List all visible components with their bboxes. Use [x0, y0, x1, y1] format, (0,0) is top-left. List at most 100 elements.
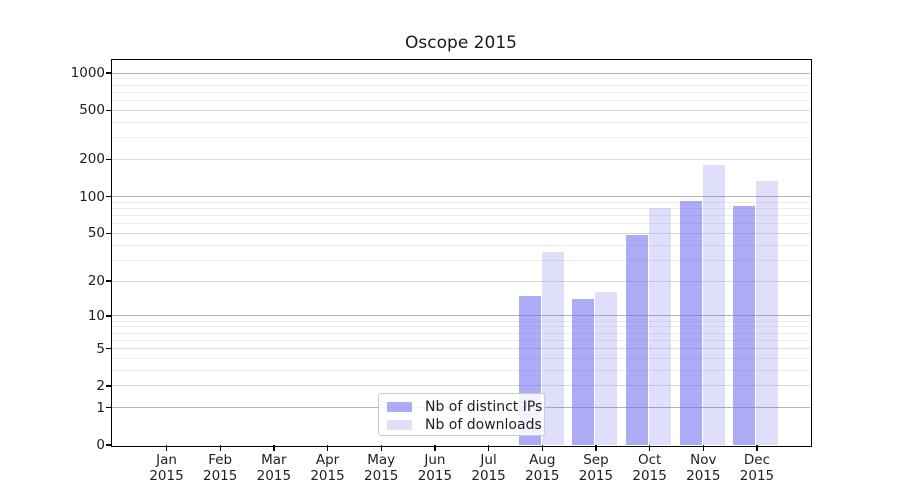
x-tick-year: 2015 [310, 468, 345, 484]
gridline-decade [112, 196, 810, 198]
legend-label-downloads: Nb of downloads [425, 417, 542, 433]
x-tick-year: 2015 [364, 468, 399, 484]
y-tick-label: 200 [79, 151, 105, 168]
bar-distinct-ips-dec [733, 205, 756, 445]
x-tick-label: Oct 2015 [622, 452, 678, 484]
gridline-minor [112, 326, 810, 328]
bar-downloads-aug [541, 252, 564, 445]
bar-distinct-ips-nov [679, 200, 702, 445]
x-tick [541, 445, 543, 451]
y-tick-label: 10 [87, 307, 105, 324]
x-tick-label: Sep 2015 [568, 452, 624, 484]
legend: Nb of distinct IPs Nb of downloads [378, 393, 545, 436]
x-tick [756, 445, 758, 451]
gridline-minor [112, 99, 810, 101]
y-tick [106, 385, 112, 387]
x-tick [165, 445, 168, 451]
x-tick-year: 2015 [149, 468, 184, 484]
x-tick [326, 445, 329, 451]
x-tick-month: Mar [261, 452, 287, 468]
gridline-major [112, 232, 810, 234]
x-tick-year: 2015 [686, 468, 721, 484]
gridline-minor [112, 201, 810, 203]
gridline-minor [112, 137, 810, 139]
x-tick-year: 2015 [256, 468, 292, 484]
x-tick-year: 2015 [417, 468, 453, 484]
y-tick-label: 50 [87, 225, 105, 242]
x-tick-month: Jul [480, 452, 497, 468]
y-tick [106, 280, 112, 282]
bar-distinct-ips-sep [572, 299, 595, 445]
gridline-minor [112, 78, 810, 80]
gridline-minor [112, 332, 810, 334]
gridline-minor [112, 320, 810, 322]
gridline-major [112, 348, 810, 350]
x-tick [380, 445, 382, 451]
y-tick [106, 109, 112, 111]
y-tick-label: 5 [96, 340, 105, 357]
x-tick [595, 445, 597, 451]
y-tick-label: 1 [96, 399, 105, 416]
gridline-major [112, 158, 810, 160]
bar-downloads-sep [595, 292, 618, 445]
legend-swatch-downloads-icon [387, 420, 412, 430]
gridline-minor [112, 223, 810, 225]
y-tick-label: 0 [96, 437, 105, 453]
gridline-minor [112, 244, 810, 246]
y-tick-label: 1000 [70, 65, 105, 82]
gridline-major [112, 385, 810, 387]
y-tick-label: 100 [79, 188, 105, 205]
y-tick [106, 347, 112, 350]
plot-area [112, 60, 810, 445]
x-tick-month: Oct [637, 452, 662, 468]
y-tick [106, 315, 112, 317]
x-tick-month: Sep [583, 452, 609, 468]
x-tick-label: Feb 2015 [192, 452, 248, 484]
x-tick-month: May [367, 452, 396, 468]
x-tick-year: 2015 [632, 468, 667, 484]
y-tick-label: 2 [96, 377, 105, 394]
x-tick-label: Aug 2015 [514, 452, 570, 484]
x-tick-label: Jun 2015 [407, 452, 463, 484]
x-tick [219, 445, 221, 451]
x-tick [273, 445, 275, 451]
x-tick-label: Jul 2015 [461, 452, 517, 484]
gridline-decade [112, 315, 810, 317]
x-tick [649, 445, 651, 451]
gridline-minor [112, 357, 810, 359]
bar-downloads-oct [649, 208, 672, 445]
bar-downloads-nov [702, 165, 725, 445]
y-tick [106, 72, 112, 74]
x-tick-month: Nov [690, 452, 717, 468]
bars-layer [112, 60, 810, 445]
x-tick-year: 2015 [739, 468, 775, 484]
gridline-minor [112, 214, 810, 216]
gridline-minor [112, 121, 810, 123]
gridline-decade [112, 72, 810, 74]
x-tick-month: Jun [424, 452, 446, 468]
x-tick-month: Apr [315, 452, 340, 468]
gridline-minor [112, 207, 810, 209]
x-tick [487, 445, 490, 451]
gridline-minor [112, 369, 810, 371]
x-tick-month: Jan [156, 452, 177, 468]
y-tick [106, 158, 112, 161]
legend-swatch-distinct-ips-icon [387, 402, 412, 412]
x-tick-label: Jan 2015 [139, 452, 195, 484]
y-tick-label: 20 [87, 273, 105, 290]
x-tick-year: 2015 [202, 468, 238, 484]
x-tick-year: 2015 [525, 468, 560, 484]
gridline-minor [112, 84, 810, 86]
y-tick-label: 500 [79, 102, 105, 119]
gridline-minor [112, 259, 810, 261]
gridline-major [112, 109, 810, 111]
x-tick [434, 445, 436, 451]
x-tick-month: Aug [529, 452, 556, 468]
y-tick [106, 407, 112, 409]
x-tick-year: 2015 [471, 468, 506, 484]
y-tick [106, 444, 112, 446]
x-tick-label: Mar 2015 [246, 452, 302, 484]
x-tick-month: Feb [208, 452, 233, 468]
x-tick-year: 2015 [578, 468, 614, 484]
